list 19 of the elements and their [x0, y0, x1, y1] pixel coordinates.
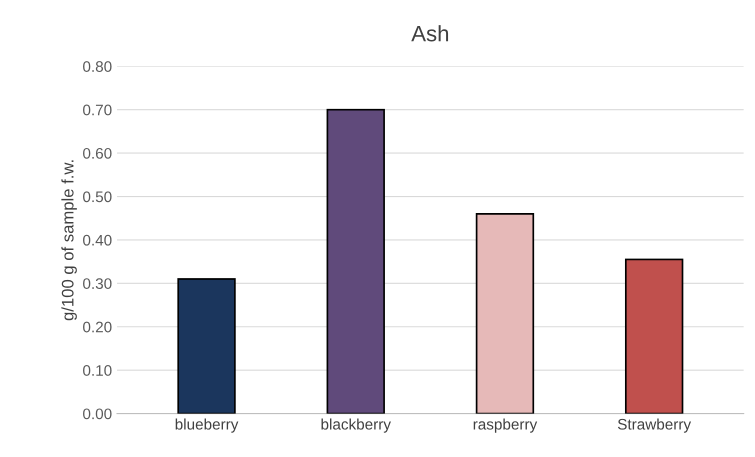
bar: [476, 213, 534, 414]
y-tick-label: 0.50: [83, 191, 112, 202]
y-tick-label: 0.60: [83, 148, 112, 159]
bar: [177, 278, 236, 414]
y-tick-label: 0.80: [83, 61, 112, 72]
x-tick-label: Strawberry: [618, 418, 692, 433]
chart-title: Ash: [411, 25, 448, 42]
y-tick-label: 0.40: [83, 234, 112, 246]
y-axis-title: g/100 g of sample f.w.: [61, 160, 77, 320]
y-tick-label: 0.70: [83, 104, 112, 116]
y-tick-label: 0.10: [83, 365, 112, 376]
x-tick-label: raspberry: [474, 418, 538, 433]
bar: [624, 258, 684, 414]
x-tick-label: blueberry: [176, 418, 238, 433]
x-tick-label: blackberry: [322, 418, 391, 433]
y-tick-label: 0.30: [83, 278, 112, 290]
y-tick-label: 0.20: [83, 322, 112, 332]
bar: [326, 108, 385, 414]
y-tick-label: 0.00: [83, 408, 112, 420]
